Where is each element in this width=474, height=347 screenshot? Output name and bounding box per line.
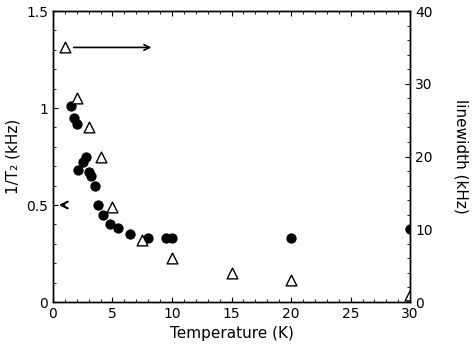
Point [115,226,122,231]
Point [87,173,95,179]
Point [168,235,176,241]
Point [145,235,152,241]
Point [99,212,107,218]
Point [82,154,90,159]
Y-axis label: 1/T₂ (kHz): 1/T₂ (kHz) [6,119,20,194]
Point [168,256,176,261]
Point [94,202,102,208]
Point [73,121,81,126]
Point [287,278,295,283]
Point [406,227,414,232]
Point [74,167,82,173]
X-axis label: Temperature (K): Temperature (K) [170,327,293,341]
Point [73,95,81,101]
Y-axis label: linewidth (kHz): linewidth (kHz) [454,99,468,214]
Point [97,154,104,159]
Point [71,115,78,120]
Point [228,270,235,276]
Point [162,235,170,241]
Point [61,45,69,50]
Point [85,125,92,130]
Point [106,222,114,227]
Point [127,231,134,237]
Point [406,292,414,297]
Point [138,237,146,243]
Point [67,103,74,109]
Point [91,183,99,188]
Point [85,169,92,175]
Point [287,235,295,241]
Point [79,160,87,165]
Point [109,205,116,210]
